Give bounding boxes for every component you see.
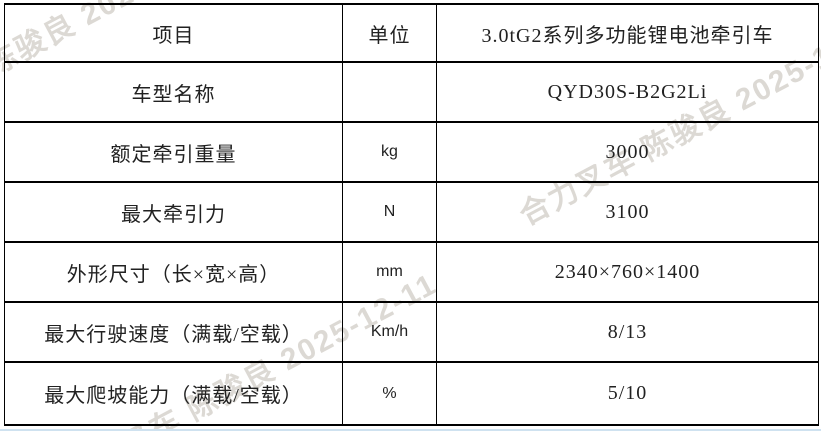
table-row: 车型名称 QYD30S-B2G2Li — [4, 61, 819, 123]
table-row: 最大爬坡能力（满载/空载） % 5/10 — [4, 361, 819, 426]
value-cell: 3000 — [436, 121, 819, 183]
table-row: 外形尺寸（长×宽×高） mm 2340×760×1400 — [4, 241, 819, 303]
item-cell: 最大爬坡能力（满载/空载） — [4, 361, 343, 426]
unit-cell: Km/h — [342, 301, 437, 363]
unit-cell: N — [342, 181, 437, 243]
unit-cell: % — [342, 361, 437, 426]
item-cell: 额定牵引重量 — [4, 121, 343, 183]
header-item-cell: 项目 — [4, 3, 343, 63]
value-cell: QYD30S-B2G2Li — [436, 61, 819, 123]
value-cell: 5/10 — [436, 361, 819, 426]
table-header-row: 项目 单位 3.0tG2系列多功能锂电池牵引车 — [4, 3, 819, 63]
table-row: 最大行驶速度（满载/空载） Km/h 8/13 — [4, 301, 819, 363]
item-cell: 车型名称 — [4, 61, 343, 123]
value-cell: 2340×760×1400 — [436, 241, 819, 303]
item-cell: 最大牵引力 — [4, 181, 343, 243]
value-cell: 3100 — [436, 181, 819, 243]
table-row: 最大牵引力 N 3100 — [4, 181, 819, 243]
header-model-cell: 3.0tG2系列多功能锂电池牵引车 — [436, 3, 819, 63]
value-cell: 8/13 — [436, 301, 819, 363]
table-row: 额定牵引重量 kg 3000 — [4, 121, 819, 183]
spec-table-body: 项目 单位 3.0tG2系列多功能锂电池牵引车 车型名称 QYD30S-B2G2… — [4, 3, 819, 426]
header-unit-cell: 单位 — [342, 3, 437, 63]
bottom-edge-line — [0, 429, 821, 431]
spec-table: 项目 单位 3.0tG2系列多功能锂电池牵引车 车型名称 QYD30S-B2G2… — [4, 3, 819, 426]
item-cell: 外形尺寸（长×宽×高） — [4, 241, 343, 303]
unit-cell: mm — [342, 241, 437, 303]
unit-cell — [342, 61, 437, 123]
item-cell: 最大行驶速度（满载/空载） — [4, 301, 343, 363]
unit-cell: kg — [342, 121, 437, 183]
